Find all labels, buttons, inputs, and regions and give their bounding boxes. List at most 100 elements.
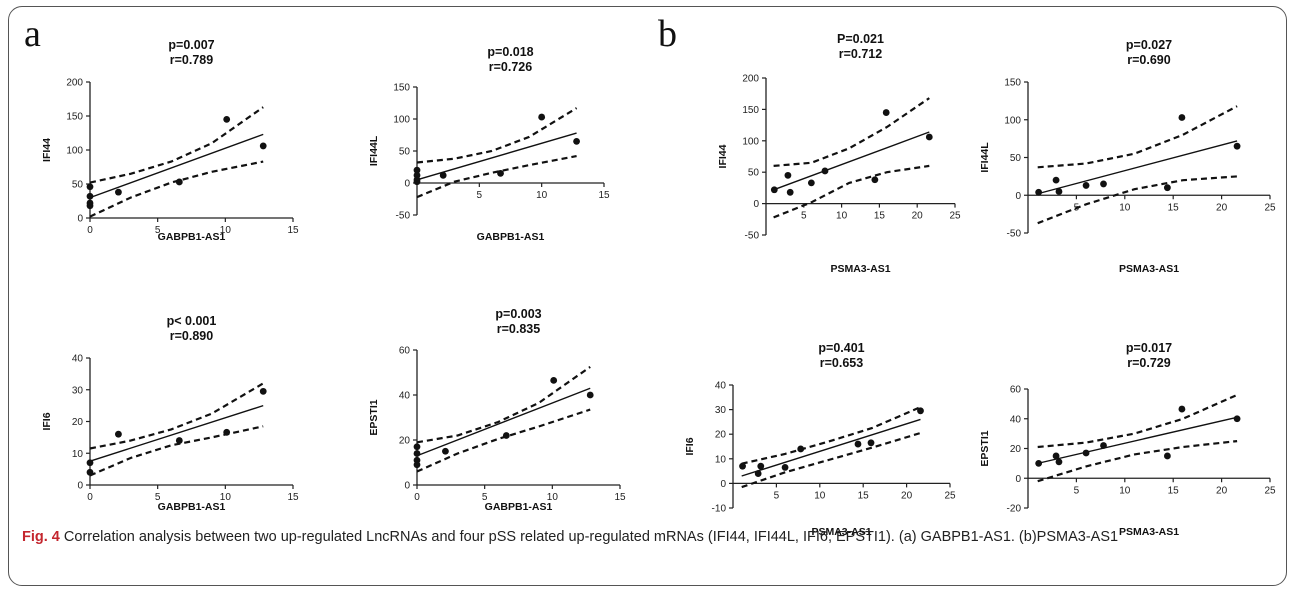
data-point [821, 167, 829, 175]
data-point [442, 447, 449, 455]
r-value-label: r=0.712 [839, 47, 882, 61]
data-point [502, 432, 510, 439]
data-point [1052, 176, 1060, 184]
y-tick-label: 20 [715, 430, 727, 441]
y-tick-label: -50 [745, 231, 760, 242]
r-value-label: r=0.653 [820, 356, 863, 370]
r-value-label: r=0.726 [489, 60, 532, 74]
data-point [1233, 415, 1241, 423]
x-tick-label: 10 [220, 492, 232, 503]
ci-upper-band [416, 365, 591, 444]
figure-caption: Fig. 4 Correlation analysis between two … [22, 527, 1272, 547]
data-point [770, 186, 778, 194]
y-tick-label: 150 [393, 83, 410, 94]
r-value-label: r=0.835 [497, 322, 540, 336]
data-point [1082, 182, 1090, 189]
y-tick-label: 30 [72, 385, 84, 396]
y-tick-label: 100 [393, 115, 410, 126]
y-tick-label: 60 [399, 346, 411, 357]
y-tick-label: 0 [753, 199, 759, 210]
data-point [86, 202, 94, 210]
data-point [115, 430, 122, 438]
ci-upper-band [89, 106, 264, 184]
data-point [1100, 442, 1107, 449]
x-tick-label: 15 [1168, 202, 1180, 213]
data-point [413, 443, 421, 451]
y-axis-label: IFI6 [41, 412, 53, 430]
y-tick-label: 150 [66, 112, 83, 123]
x-axis-label: GABPB1-AS1 [477, 231, 545, 243]
data-point [807, 179, 815, 187]
data-point [917, 407, 924, 415]
data-point [786, 188, 794, 196]
x-tick-label: 20 [1216, 202, 1228, 213]
x-tick-label: 15 [1168, 485, 1180, 496]
p-value-label: p=0.017 [1126, 341, 1172, 355]
x-tick-label: 10 [1119, 202, 1131, 213]
x-tick-label: 10 [220, 225, 232, 236]
data-point [1178, 405, 1186, 413]
ci-lower-band [89, 160, 264, 218]
data-point [854, 440, 862, 448]
regression-line [1037, 140, 1238, 195]
x-axis-label: GABPB1-AS1 [158, 231, 226, 243]
p-value-label: p< 0.001 [167, 314, 217, 328]
x-axis-label: PSMA3-AS1 [811, 526, 871, 538]
data-point [1055, 188, 1063, 195]
ci-lower-band [1037, 440, 1238, 483]
p-value-label: p=0.018 [487, 45, 533, 59]
data-point [413, 178, 421, 186]
y-tick-label: 100 [1004, 115, 1021, 126]
data-point [1163, 184, 1171, 192]
data-point [86, 459, 94, 467]
data-point [1082, 449, 1090, 457]
y-tick-label: 0 [1015, 191, 1021, 202]
ci-lower-band [773, 164, 930, 219]
r-value-label: r=0.789 [170, 53, 213, 67]
y-tick-label: 20 [399, 436, 411, 447]
x-tick-label: 0 [414, 492, 420, 503]
x-tick-label: 15 [874, 211, 886, 222]
y-tick-label: 0 [404, 179, 410, 190]
data-point [413, 450, 421, 457]
regression-line [89, 404, 264, 462]
data-point [784, 171, 792, 179]
data-point [413, 461, 421, 469]
panel-letter-b: b [658, 13, 677, 55]
r-value-label: r=0.690 [1127, 53, 1170, 67]
x-axis-label: PSMA3-AS1 [1119, 526, 1179, 538]
ci-upper-band [89, 382, 264, 450]
y-tick-label: 30 [715, 405, 727, 416]
y-axis-label: IFI44L [368, 135, 380, 166]
caption-text: Correlation analysis between two up-regu… [59, 529, 1119, 545]
data-point [86, 468, 94, 476]
data-point [1163, 452, 1171, 460]
data-point [797, 445, 805, 453]
panel-letter-a: a [24, 13, 41, 55]
y-axis-label: IFI6 [684, 437, 696, 455]
x-tick-label: 15 [287, 225, 299, 236]
x-tick-label: 25 [949, 211, 961, 222]
data-point [550, 376, 558, 384]
y-tick-label: 0 [77, 481, 83, 492]
x-tick-label: 5 [774, 490, 780, 501]
ci-lower-band [416, 155, 577, 199]
y-axis-label: IFI44 [41, 138, 53, 162]
y-tick-label: 60 [1010, 385, 1022, 396]
data-point [754, 470, 762, 477]
y-tick-label: 40 [399, 391, 411, 402]
x-tick-label: 15 [858, 490, 870, 501]
x-tick-label: 25 [1264, 202, 1276, 213]
data-point [439, 171, 447, 179]
y-tick-label: 40 [715, 381, 727, 392]
x-tick-label: 5 [477, 190, 483, 201]
data-point [223, 428, 231, 436]
x-tick-label: 5 [482, 492, 488, 503]
x-tick-label: 20 [912, 211, 924, 222]
data-point [573, 138, 580, 145]
